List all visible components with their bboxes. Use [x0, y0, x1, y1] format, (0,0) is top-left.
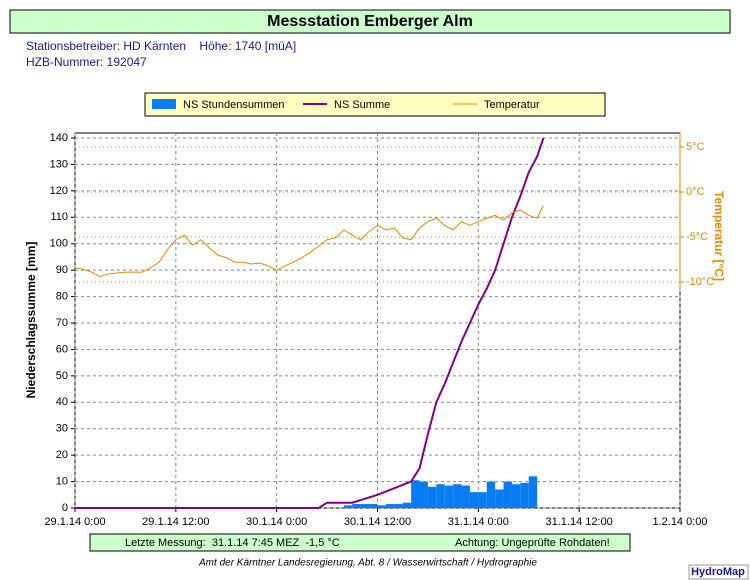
bar	[495, 489, 504, 508]
x-tick-label: 31.1.14 12:00	[546, 516, 613, 528]
bar	[453, 484, 462, 508]
bar	[343, 505, 353, 508]
bar	[444, 485, 454, 508]
x-tick-label: 29.1.14 0:00	[44, 516, 105, 528]
y-tick-label: 30	[56, 423, 68, 435]
bar	[528, 476, 538, 508]
y2-tick-label: 5°C	[686, 141, 705, 153]
x-tick-label: 30.1.14 12:00	[344, 516, 411, 528]
x-tick-label: 29.1.14 12:00	[142, 516, 209, 528]
y-tick-label: 70	[56, 317, 68, 329]
y2-axis-label: Temperatur [°C]	[712, 191, 726, 281]
bar	[360, 504, 370, 508]
line	[75, 137, 545, 509]
line	[74, 205, 544, 278]
bar	[436, 484, 445, 508]
y-tick-label: 10	[56, 475, 68, 487]
bar	[419, 481, 428, 508]
bar	[394, 504, 403, 508]
bar	[427, 486, 437, 508]
bar	[369, 504, 378, 508]
y-tick-label: 140	[50, 132, 68, 144]
bar	[469, 492, 479, 508]
y2-tick-label: -5°C	[686, 231, 708, 243]
y-tick-label: 0	[62, 502, 68, 514]
bar	[352, 504, 361, 508]
y-tick-label: 80	[56, 290, 68, 302]
y-tick-label: 40	[56, 396, 68, 408]
y-tick-label: 90	[56, 264, 68, 276]
legend-swatch	[152, 99, 176, 109]
y-tick-label: 100	[50, 238, 68, 250]
bar	[478, 492, 487, 508]
y-tick-label: 60	[56, 343, 68, 355]
warning: Achtung: Ungeprüfte Rohdaten!	[455, 537, 610, 549]
footer-box	[89, 533, 631, 552]
y-tick-label: 130	[50, 158, 68, 170]
legend-label: NS Stundensummen	[183, 99, 285, 111]
station-info: Stationsbetreiber: HD Kärnten Höhe: 1740…	[26, 39, 296, 53]
credit: Amt der Kärntner Landesregierung, Abt. 8…	[198, 558, 537, 569]
legend-label: Temperatur	[484, 99, 540, 111]
bar	[520, 482, 529, 508]
bar	[511, 484, 521, 508]
bar	[486, 481, 496, 508]
x-tick-label: 1.2.14 0:00	[652, 516, 707, 528]
x-tick-label: 31.1.14 0:00	[448, 516, 509, 528]
y-tick-label: 20	[56, 449, 68, 461]
y-tick-label: 50	[56, 370, 68, 382]
x-tick-label: 30.1.14 0:00	[246, 516, 307, 528]
title-box	[9, 9, 731, 34]
bar	[385, 504, 395, 508]
bar	[461, 485, 470, 508]
bar	[503, 481, 512, 508]
chart-title: Messstation Emberger Alm	[267, 13, 473, 30]
last-measurement: Letzte Messung: 31.1.14 7:45 MEZ -1,5 °C	[125, 537, 340, 549]
station-id: HZB-Nummer: 192047	[26, 55, 147, 69]
y2-tick-label: -10°C	[686, 276, 714, 288]
y-tick-label: 120	[50, 185, 68, 197]
legend	[144, 92, 606, 117]
bar	[411, 480, 420, 508]
y-tick-label: 110	[50, 211, 68, 223]
badge: HydroMap	[691, 566, 745, 578]
badge-box	[688, 564, 749, 580]
bar	[377, 505, 386, 508]
bar	[402, 502, 412, 508]
y-axis-label: Niederschlagssumme [mm]	[24, 242, 38, 399]
legend-label: NS Summe	[334, 99, 390, 111]
y2-tick-label: 0°C	[686, 186, 705, 198]
